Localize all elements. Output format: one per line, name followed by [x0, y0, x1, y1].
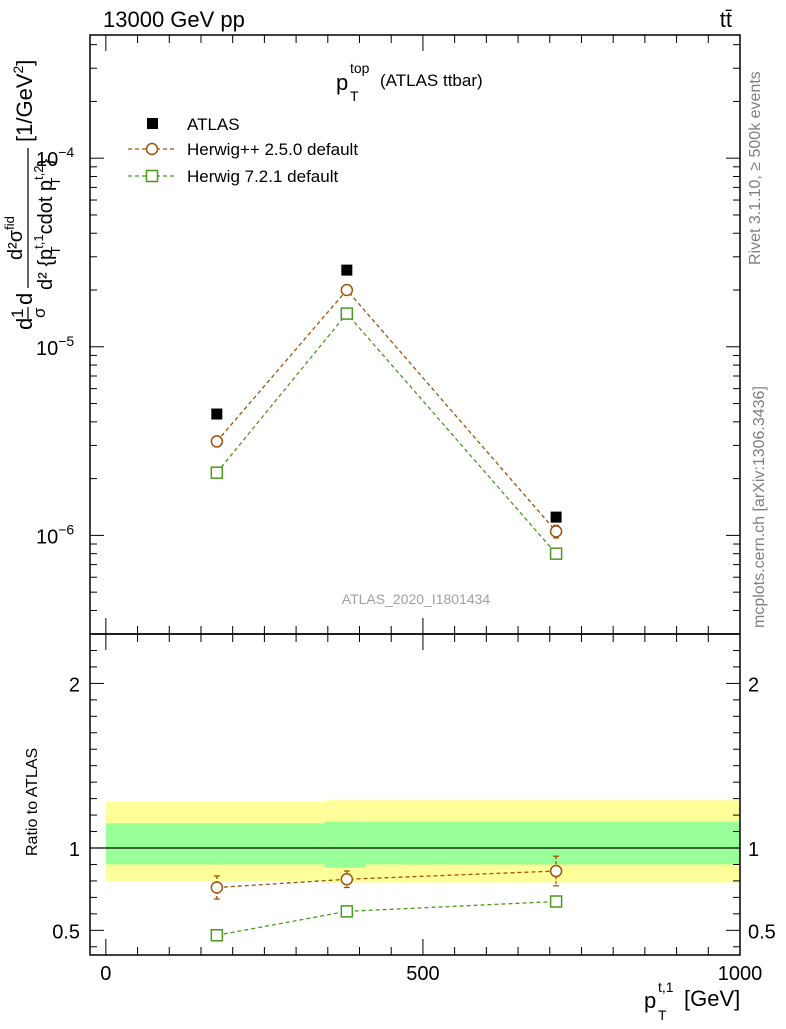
ylabel-units-end: ] — [12, 60, 37, 66]
xtick-label-0: 0 — [100, 963, 111, 985]
main-herwig7-point-1 — [340, 307, 354, 320]
chart-marks: 10−6 10−5 10−4 0.5 0.5 1 1 2 2 0 500 1000 — [36, 34, 776, 985]
ylabel-den-sub2: T — [48, 177, 63, 185]
main-herwig7-line — [216, 312, 557, 555]
ratio-herwig7-point-1 — [340, 905, 354, 918]
ratio-herwigpp-point-0 — [210, 881, 224, 894]
ratio-ylabel: Ratio to ATLAS — [24, 748, 41, 856]
main-ytick-label-0: 10−6 — [36, 521, 74, 548]
ratio-ytick-label-right-2: 2 — [748, 674, 759, 696]
mcplots-label: mcplots.cern.ch [arXiv:1306.3436] — [751, 386, 768, 628]
ratio-ytick-label-right-0: 0.5 — [748, 921, 776, 943]
title-main: p — [336, 70, 348, 95]
xlabel-sub: T — [658, 1007, 667, 1023]
title-sup: top — [350, 60, 370, 76]
ylabel-frac-den: σ — [30, 307, 49, 318]
process-label: tt̄ — [720, 7, 732, 32]
main-ylabel: d 1 σ d d²σfid d² {pt,1Tcdot pt,2T} [1/G… — [2, 60, 63, 330]
plot-title: p top T (ATLAS ttbar) — [336, 60, 483, 104]
ratio-herwigpp-point-1 — [340, 873, 354, 886]
ylabel-den-sub1: T — [48, 246, 63, 254]
ylabel-num-sup: fid — [2, 216, 17, 230]
ylabel-frac-num: 1 — [8, 309, 27, 318]
ratio-ytick-label-left-0: 0.5 — [52, 921, 80, 943]
xtick-label-1: 500 — [406, 963, 439, 985]
ratio-band-stat-2 — [365, 821, 740, 865]
ratio-herwig7-point-2 — [549, 895, 563, 908]
legend-entry-atlas: ATLAS — [147, 115, 240, 134]
xlabel-sup: t,1 — [658, 979, 674, 995]
legend-entry-herwig7: Herwig 7.2.1 default — [128, 167, 338, 186]
main-ytick-label-1: 10−5 — [36, 333, 74, 360]
ylabel-den-sup1: t,1 — [31, 234, 46, 248]
ratio-ytick-label-left-2: 2 — [69, 674, 80, 696]
legend-label-herwig7: Herwig 7.2.1 default — [187, 167, 338, 186]
legend-marker-atlas — [147, 118, 158, 129]
ylabel-num: d²σ — [5, 229, 27, 260]
legend-label-herwigpp: Herwig++ 2.5.0 default — [187, 140, 358, 159]
ratio-panel-frame — [89, 633, 741, 956]
legend-marker-herwigpp — [145, 142, 159, 156]
ratio-herwig7-point-0 — [210, 928, 224, 942]
x-axis-label: p t,1 T [GeV] — [644, 979, 740, 1023]
ratio-band-stat-1 — [324, 821, 366, 868]
main-atlas-point-0 — [211, 408, 223, 420]
main-atlas-point-1 — [341, 264, 353, 276]
ratio-herwig7-line — [216, 900, 557, 936]
xtick-label-2: 1000 — [718, 963, 763, 985]
main-herwig7-point-0 — [210, 466, 224, 479]
ylabel-pre: d — [12, 318, 37, 330]
rivet-label: Rivet 3.1.10, ≥ 500k events — [747, 71, 764, 265]
ylabel-mid: d — [12, 293, 37, 305]
ylabel-den-b: cdot p — [35, 180, 57, 234]
title-sub: T — [350, 88, 359, 104]
xlabel-rest: [GeV] — [684, 986, 740, 1011]
ylabel-den-sup2: t,2 — [31, 165, 46, 179]
analysis-watermark: ATLAS_2020_I1801434 — [342, 591, 491, 607]
ylabel-den-a: d² {p — [35, 249, 57, 290]
title-rest: (ATLAS ttbar) — [380, 71, 483, 90]
svg-text:[1/GeV2]: [1/GeV2] — [10, 60, 37, 142]
legend-label-atlas: ATLAS — [187, 115, 240, 134]
legend-marker-herwig7 — [145, 169, 159, 183]
xlabel-main: p — [644, 988, 656, 1013]
ylabel-units: [1/GeV — [12, 73, 37, 142]
energy-label: 13000 GeV pp — [103, 7, 245, 32]
ylabel-units-sup: 2 — [10, 66, 26, 74]
main-herwigpp-point-0 — [210, 435, 224, 448]
ratio-ytick-label-left-1: 1 — [69, 839, 80, 861]
legend: ATLAS Herwig++ 2.5.0 default Herwig 7.2.… — [128, 115, 358, 186]
main-ytick-label-2: 10−4 — [36, 144, 74, 171]
main-atlas-point-2 — [550, 511, 562, 523]
ratio-band-stat-0 — [105, 823, 325, 865]
main-herwig7-point-2 — [549, 547, 563, 560]
svg-text:d²σfid: d²σfid — [2, 216, 27, 260]
ylabel-den-c: } — [35, 159, 57, 166]
svg-text:d: d — [12, 318, 37, 330]
main-herwigpp-point-1 — [340, 283, 354, 297]
ratio-herwigpp-line — [216, 870, 557, 889]
ratio-herwigpp-point-2 — [549, 864, 563, 878]
main-herwigpp-point-2 — [549, 525, 563, 538]
legend-entry-herwigpp: Herwig++ 2.5.0 default — [128, 140, 358, 159]
ratio-ytick-label-right-1: 1 — [748, 839, 759, 861]
svg-text:d² {pt,1Tcdot pt,2T}: d² {pt,1Tcdot pt,2T} — [31, 159, 63, 290]
